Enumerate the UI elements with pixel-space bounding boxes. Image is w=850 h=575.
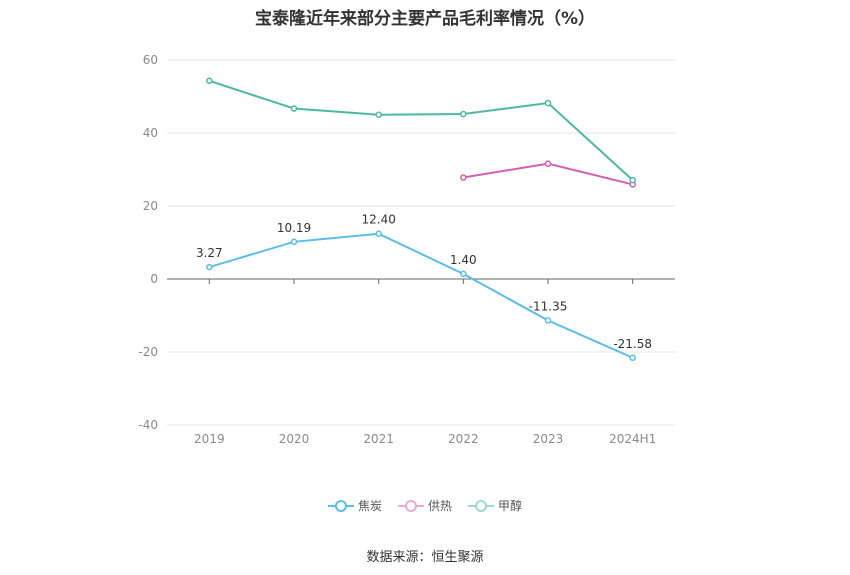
data-point — [460, 110, 467, 118]
legend-label: 供热 — [427, 499, 452, 513]
data-label: -11.35 — [529, 299, 568, 313]
legend-item[interactable]: 供热 — [397, 497, 452, 514]
legend-swatch-icon — [468, 499, 494, 513]
line-chart: 60 40 20 0 -20 -40 2019 2020 2021 2022 2023 2024H1 3… — [138, 53, 675, 446]
data-point — [206, 77, 213, 85]
legend-label: 焦炭 — [357, 499, 382, 513]
data-point — [290, 105, 298, 112]
data-point — [629, 176, 636, 184]
data-point — [375, 230, 382, 237]
data-label: 12.40 — [361, 213, 395, 227]
x-tick-label: 2022 — [448, 432, 479, 446]
data-point — [544, 99, 552, 107]
chart-title: 宝泰隆近年来部分主要产品毛利率情况（%） — [254, 9, 596, 29]
data-point — [206, 263, 213, 271]
data-point — [290, 238, 298, 246]
x-tick-label: 2024H1 — [609, 432, 656, 446]
legend-swatch-icon — [397, 499, 424, 513]
legend-label: 甲醇 — [498, 499, 523, 513]
data-label: 3.27 — [196, 246, 223, 260]
data-label: 1.40 — [450, 253, 477, 267]
data-source-note: 数据来源：恒生聚源 — [366, 550, 484, 565]
data-point — [460, 174, 467, 181]
legend-swatch-icon — [327, 499, 354, 513]
y-tick-label: 20 — [143, 199, 158, 213]
y-tick-label: 0 — [150, 272, 158, 286]
data-point — [544, 317, 552, 324]
legend-item[interactable]: 甲醇 — [468, 497, 522, 514]
x-tick-label: 2023 — [533, 432, 564, 446]
y-tick-label: 60 — [143, 53, 158, 67]
x-tick-label: 2019 — [194, 432, 225, 446]
data-point — [544, 160, 552, 167]
legend-item[interactable]: 焦炭 — [327, 497, 382, 514]
y-tick-label: -20 — [138, 345, 158, 359]
y-tick-label: 40 — [143, 126, 158, 140]
data-label: -21.58 — [613, 337, 652, 351]
series-line-焦炭 — [209, 232, 634, 359]
chart-legend: 焦炭 供热 甲醇 — [0, 497, 850, 514]
x-tick-label: 2020 — [279, 432, 310, 446]
data-label: 10.19 — [277, 221, 311, 235]
series-line-甲醇 — [209, 79, 634, 181]
x-tick-label: 2021 — [363, 432, 394, 446]
data-point — [375, 111, 382, 118]
data-point — [629, 354, 636, 362]
y-tick-label: -40 — [138, 418, 158, 432]
data-point — [460, 270, 467, 278]
